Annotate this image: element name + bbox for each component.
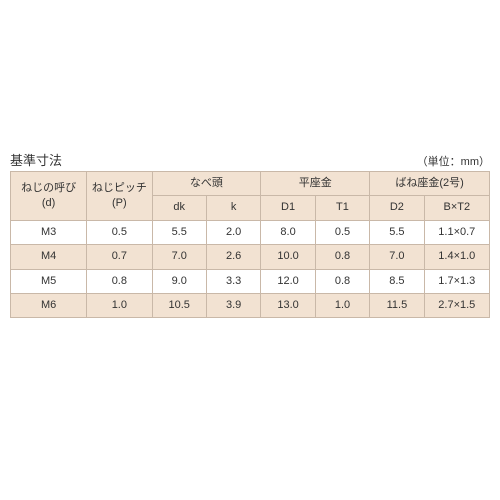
col-header-dk: dk xyxy=(152,196,206,220)
cell-T1: 0.8 xyxy=(315,269,369,293)
cell-d: M6 xyxy=(11,293,87,317)
col-group-bane: ばね座金(2号) xyxy=(370,172,490,196)
cell-P: 1.0 xyxy=(87,293,152,317)
table-row: M4 0.7 7.0 2.6 10.0 0.8 7.0 1.4×1.0 xyxy=(11,245,490,269)
table-body: M3 0.5 5.5 2.0 8.0 0.5 5.5 1.1×0.7 M4 0.… xyxy=(11,220,490,318)
table-row: M3 0.5 5.5 2.0 8.0 0.5 5.5 1.1×0.7 xyxy=(11,220,490,244)
cell-D1: 10.0 xyxy=(261,245,315,269)
unit-label: （単位：mm） xyxy=(417,153,490,169)
table-header-row: 基準寸法 （単位：mm） xyxy=(0,150,500,171)
col-header-BxT2: B×T2 xyxy=(424,196,489,220)
cell-BxT2: 2.7×1.5 xyxy=(424,293,489,317)
cell-T1: 0.8 xyxy=(315,245,369,269)
cell-dk: 10.5 xyxy=(152,293,206,317)
cell-D1: 8.0 xyxy=(261,220,315,244)
cell-d: M3 xyxy=(11,220,87,244)
table-title: 基準寸法 xyxy=(10,150,62,169)
cell-d: M4 xyxy=(11,245,87,269)
cell-d: M5 xyxy=(11,269,87,293)
cell-k: 3.9 xyxy=(206,293,260,317)
col-header-k: k xyxy=(206,196,260,220)
spec-table: ねじの呼び (d) ねじピッチ (P) なべ頭 平座金 ばね座金(2号) dk … xyxy=(10,171,490,318)
cell-BxT2: 1.1×0.7 xyxy=(424,220,489,244)
cell-P: 0.5 xyxy=(87,220,152,244)
table-row: M6 1.0 10.5 3.9 13.0 1.0 11.5 2.7×1.5 xyxy=(11,293,490,317)
cell-dk: 9.0 xyxy=(152,269,206,293)
col-header-p: ねじピッチ (P) xyxy=(87,172,152,221)
col-header-p-line2: (P) xyxy=(112,197,127,209)
cell-D2: 5.5 xyxy=(370,220,424,244)
page: 基準寸法 （単位：mm） ねじの呼び (d) ねじピッチ (P) なべ頭 平座金… xyxy=(0,0,500,500)
cell-k: 3.3 xyxy=(206,269,260,293)
cell-dk: 7.0 xyxy=(152,245,206,269)
cell-T1: 0.5 xyxy=(315,220,369,244)
cell-P: 0.8 xyxy=(87,269,152,293)
col-group-nabe: なべ頭 xyxy=(152,172,261,196)
cell-dk: 5.5 xyxy=(152,220,206,244)
col-header-d-line1: ねじの呼び xyxy=(21,182,76,194)
cell-k: 2.0 xyxy=(206,220,260,244)
cell-D1: 12.0 xyxy=(261,269,315,293)
cell-T1: 1.0 xyxy=(315,293,369,317)
col-header-p-line1: ねじピッチ xyxy=(92,182,147,194)
col-header-d: ねじの呼び (d) xyxy=(11,172,87,221)
table-row: M5 0.8 9.0 3.3 12.0 0.8 8.5 1.7×1.3 xyxy=(11,269,490,293)
col-group-hira: 平座金 xyxy=(261,172,370,196)
col-header-D2: D2 xyxy=(370,196,424,220)
col-header-d-line2: (d) xyxy=(42,197,55,209)
cell-D2: 8.5 xyxy=(370,269,424,293)
col-header-D1: D1 xyxy=(261,196,315,220)
cell-D2: 11.5 xyxy=(370,293,424,317)
cell-D1: 13.0 xyxy=(261,293,315,317)
cell-k: 2.6 xyxy=(206,245,260,269)
cell-D2: 7.0 xyxy=(370,245,424,269)
cell-P: 0.7 xyxy=(87,245,152,269)
cell-BxT2: 1.7×1.3 xyxy=(424,269,489,293)
table-head: ねじの呼び (d) ねじピッチ (P) なべ頭 平座金 ばね座金(2号) dk … xyxy=(11,172,490,221)
cell-BxT2: 1.4×1.0 xyxy=(424,245,489,269)
col-header-T1: T1 xyxy=(315,196,369,220)
